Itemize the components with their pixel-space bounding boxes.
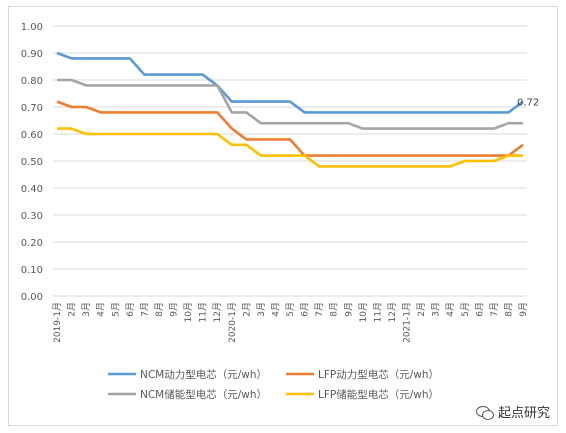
y-tick-label: 0.90 [21,49,43,60]
chart-frame [8,6,558,426]
x-tick-label: 2021-1月 [402,302,413,343]
x-tick-label: 9月 [518,302,529,317]
y-tick-label: 0.80 [21,76,43,87]
x-tick-label: 6月 [474,302,485,317]
x-tick-label: 10月 [358,302,369,322]
y-tick-label: 0.60 [21,130,43,141]
x-tick-label: 8月 [154,302,165,317]
x-tick-label: 2月 [241,302,252,317]
x-tick-label: 2月 [67,302,78,317]
x-tick-label: 10月 [183,302,194,322]
legend-label-1: LFP动力型电芯（元/wh） [318,368,439,381]
x-tick-label: 12月 [212,302,223,322]
x-tick-label: 7月 [314,302,325,317]
x-tick-label: 9月 [343,302,354,317]
x-tick-label: 6月 [300,302,311,317]
x-tick-label: 5月 [110,302,121,317]
y-tick-label: 0.00 [21,292,43,303]
x-tick-label: 7月 [489,302,500,317]
y-tick-label: 0.20 [21,238,43,249]
legend-label-2: NCM储能型电芯（元/wh） [140,388,267,401]
legend-label-3: LFP储能型电芯（元/wh） [318,388,439,401]
x-tick-label: 12月 [387,302,398,322]
x-tick-label: 5月 [460,302,471,317]
series-line-0 [56,51,524,114]
x-tick-label: 5月 [285,302,296,317]
watermark: 起点研究 [475,402,550,421]
x-tick-label: 8月 [329,302,340,317]
watermark-text: 起点研究 [497,406,550,421]
x-tick-label: 8月 [503,302,514,317]
x-tick-label: 11月 [372,302,383,322]
x-tick-label: 6月 [125,302,136,317]
data-label: 0.72 [517,98,539,109]
x-tick-label: 3月 [256,302,267,317]
y-tick-label: 0.50 [21,157,43,168]
series-line-3 [57,127,523,168]
y-tick-label: 1.00 [21,22,43,33]
x-tick-label: 9月 [169,302,180,317]
wechat-icon [475,405,494,420]
x-tick-label: 4月 [96,302,107,317]
y-tick-label: 0.40 [21,184,43,195]
x-tick-label: 3月 [431,302,442,317]
x-tick-label: 3月 [81,302,92,317]
x-tick-label: 2019-1月 [52,302,63,343]
x-tick-label: 2月 [416,302,427,317]
series-line-2 [57,78,523,130]
y-tick-label: 0.10 [21,265,43,276]
y-tick-label: 0.30 [21,211,43,222]
x-tick-label: 4月 [445,302,456,317]
x-tick-label: 2020-1月 [227,302,238,343]
x-tick-label: 11月 [198,302,209,322]
y-tick-label: 0.70 [21,103,43,114]
series-line-1 [56,100,524,157]
legend-label-0: NCM动力型电芯（元/wh） [140,368,267,381]
x-tick-label: 7月 [139,302,150,317]
x-tick-label: 4月 [270,302,281,317]
